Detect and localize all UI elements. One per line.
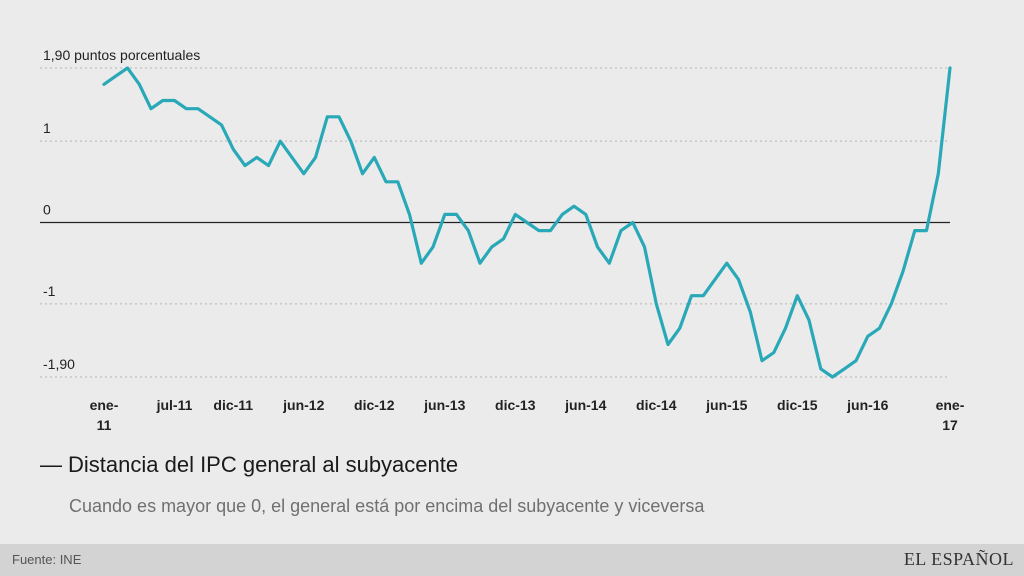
x-tick-label: jun-14 [564, 397, 606, 413]
chart-subtitle: Cuando es mayor que 0, el general está p… [69, 496, 704, 517]
y-tick-label: 1,90 puntos porcentuales [43, 47, 200, 63]
chart-title-legend: — Distancia del IPC general al subyacente [40, 452, 458, 478]
y-tick-label: 0 [43, 202, 51, 218]
x-tick-label: jun-12 [282, 397, 324, 413]
x-tick-label: jun-16 [846, 397, 888, 413]
y-axis: 1,90 puntos porcentuales 1 0 -1 -1,90 [43, 47, 200, 372]
x-tick-label: ene- [936, 397, 965, 413]
y-tick-label: 1 [43, 120, 51, 136]
y-tick-label: -1,90 [43, 356, 75, 372]
x-tick-label: jun-15 [705, 397, 747, 413]
x-tick-label: dic-14 [636, 397, 677, 413]
chart-title: Distancia del IPC general al subyacente [68, 452, 458, 477]
x-tick-label-year: 17 [942, 417, 958, 433]
x-tick-label: dic-11 [213, 397, 253, 413]
x-tick-label: jun-13 [423, 397, 465, 413]
brand-logo: EL ESPAÑOL [904, 549, 1014, 570]
legend-line-icon: — [40, 452, 62, 477]
footer-bar: Fuente: INE EL ESPAÑOL [0, 544, 1024, 576]
x-tick-label: dic-12 [354, 397, 395, 413]
chart-canvas: 1,90 puntos porcentuales 1 0 -1 -1,90 ene- 11… [0, 0, 1024, 440]
gridlines [40, 68, 950, 377]
x-tick-label: dic-13 [495, 397, 536, 413]
x-axis: ene- 11 jul-11 dic-11 jun-12 dic-12 jun-13 dic-… [90, 397, 965, 433]
source-note: Fuente: INE [12, 552, 81, 567]
x-tick-label: jul-11 [156, 397, 193, 413]
x-tick-label: dic-15 [777, 397, 818, 413]
y-tick-label: -1 [43, 283, 56, 299]
x-tick-label: ene- [90, 397, 119, 413]
x-tick-label-year: 11 [97, 417, 112, 433]
